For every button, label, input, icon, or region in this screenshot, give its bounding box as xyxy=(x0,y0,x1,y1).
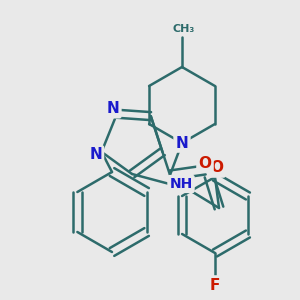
Text: NH: NH xyxy=(169,177,193,191)
Text: O: O xyxy=(211,160,224,175)
Text: N: N xyxy=(89,147,102,162)
Text: N: N xyxy=(106,101,119,116)
Text: F: F xyxy=(210,278,220,292)
Text: O: O xyxy=(199,155,212,170)
Text: CH₃: CH₃ xyxy=(173,24,195,34)
Text: N: N xyxy=(176,136,188,151)
